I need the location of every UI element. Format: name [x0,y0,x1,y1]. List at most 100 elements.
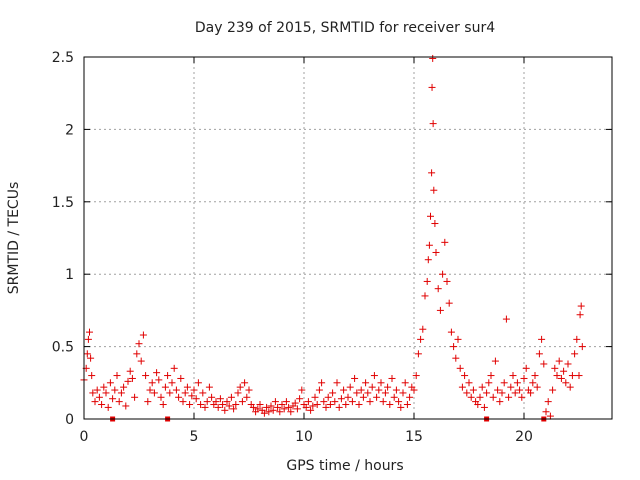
data-point [355,401,363,409]
data-point [88,372,96,380]
data-point [430,186,438,194]
data-point [399,389,407,397]
data-point [144,398,152,406]
data-point [401,379,409,387]
data-point [214,403,222,411]
data-point [516,386,524,394]
data-point [575,372,583,380]
data-point [353,389,361,397]
data-point [553,372,561,380]
data-point [544,398,552,406]
x-tick-label: 5 [190,429,199,445]
data-point [359,393,367,401]
data-point [454,335,462,343]
data-point [179,398,187,406]
data-point [461,372,469,380]
data-point [463,389,471,397]
data-point [153,369,161,377]
data-point [113,372,121,380]
data-point [313,401,321,409]
data-point [439,270,447,278]
data-point [333,379,341,387]
data-point [254,405,262,413]
data-point [562,379,570,387]
data-point [298,386,306,394]
data-point [417,335,425,343]
data-point [429,54,437,62]
data-point [424,256,432,264]
data-point [238,398,246,406]
data-point [280,405,288,413]
y-tick-label: 1 [65,267,74,283]
data-point [571,350,579,358]
grid [84,57,612,419]
data-point [155,376,163,384]
data-point [287,408,295,416]
data-point [458,383,466,391]
data-point [201,403,209,411]
data-point [150,389,158,397]
data-point [535,350,543,358]
y-axis-label: SRMTID / TECUs [6,182,22,295]
data-point [478,383,486,391]
data-point [555,357,563,365]
data-point [450,343,458,351]
data-point [188,392,196,400]
data-point [427,212,434,220]
data-point [474,401,482,409]
data-point [164,372,172,380]
data-point [494,386,502,394]
data-point [263,403,271,411]
data-point [381,389,389,397]
data-point [362,379,370,387]
data-point [291,399,299,407]
data-point [397,403,405,411]
data-point [560,367,568,375]
data-point [419,325,427,333]
data-point [260,409,268,417]
data-point [498,389,506,397]
data-point [564,360,572,368]
data-point [293,405,301,413]
data-point [309,402,317,410]
data-point [432,248,440,256]
data-point [133,350,141,358]
data-point [522,364,530,372]
data-point [487,372,495,380]
data-point [540,360,548,368]
data-point [302,403,310,411]
data-point [221,406,229,414]
data-point [137,357,145,365]
data-point [331,398,339,406]
data-point [469,386,477,394]
data-point [84,335,92,343]
data-point [139,331,147,339]
data-point [223,398,231,406]
data-point [364,389,372,397]
data-point [190,386,198,394]
data-point [102,389,110,397]
data-point [445,299,453,307]
data-point [429,120,437,128]
data-point [441,238,449,246]
data-point [395,398,403,406]
data-point [425,241,433,249]
data-point [199,389,207,397]
data-point [351,374,359,382]
data-point [256,401,264,409]
data-point [467,393,475,401]
data-point [175,393,183,401]
data-point [120,383,128,391]
data-point [465,379,473,387]
data-point [428,83,436,91]
data-point [410,386,418,394]
data-point [533,383,541,391]
data-point [122,402,130,410]
data-point [431,220,439,228]
data-point [172,386,180,394]
data-point [249,403,257,411]
data-point [166,389,174,397]
data-point [135,340,143,348]
data-point [513,379,521,387]
